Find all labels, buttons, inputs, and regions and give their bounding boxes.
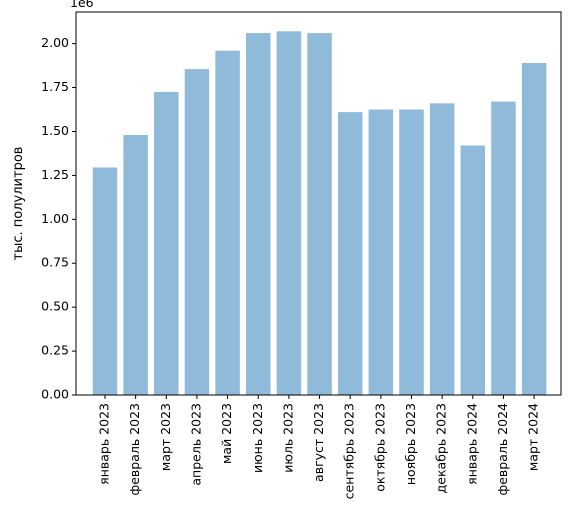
y-axis-label: тыс. полулитров xyxy=(11,147,26,261)
x-tick-label: апрель 2023 xyxy=(188,403,203,486)
bar xyxy=(123,134,148,396)
bar xyxy=(429,103,455,396)
bar xyxy=(276,31,302,396)
x-tick-label: март 2023 xyxy=(158,403,173,471)
x-tick-label: январь 2024 xyxy=(464,403,479,485)
x-tick-label: ноябрь 2023 xyxy=(403,403,418,485)
bar xyxy=(460,145,486,395)
plot-frame xyxy=(75,11,562,396)
bar xyxy=(154,91,179,395)
bar xyxy=(215,50,240,396)
bar xyxy=(184,69,210,395)
bar xyxy=(521,62,547,395)
bars-group xyxy=(92,31,547,396)
x-tick-label: июнь 2023 xyxy=(250,403,265,473)
y-axis-offset-label: 1e6 xyxy=(70,0,94,10)
y-tick-label: 1.50 xyxy=(41,123,69,138)
y-tick-label: 2.00 xyxy=(41,35,69,50)
x-tick-label: май 2023 xyxy=(219,403,234,464)
x-tick-label: март 2024 xyxy=(526,403,541,471)
y-tick-label: 0.25 xyxy=(41,343,69,358)
y-tick-label: 1.00 xyxy=(41,211,69,226)
y-tick-label: 0.75 xyxy=(41,255,69,270)
x-tick-label: февраль 2023 xyxy=(127,403,142,495)
x-tick-label: декабрь 2023 xyxy=(434,403,449,493)
x-tick-label: февраль 2024 xyxy=(495,403,510,496)
bar xyxy=(307,33,332,395)
y-axis: 0.00 0.25 0.50 0.75 1.00 1.25 1.50 1.75 2.00 xyxy=(41,35,76,402)
bar xyxy=(337,112,363,395)
x-tick-label: август 2023 xyxy=(311,403,326,482)
bar xyxy=(399,109,424,395)
x-tick-label: октябрь 2023 xyxy=(372,403,387,492)
bar xyxy=(246,33,271,395)
x-tick-label: сентябрь 2023 xyxy=(342,403,357,499)
x-tick-label: июль 2023 xyxy=(280,403,295,473)
bar xyxy=(92,167,118,395)
bar xyxy=(368,109,394,395)
bar xyxy=(491,101,516,395)
y-tick-label: 1.75 xyxy=(41,79,69,94)
x-tick-label: январь 2023 xyxy=(97,403,112,485)
y-tick-label: 0.00 xyxy=(41,387,69,402)
x-axis: январь 2023 февраль 2023 март 2023 апрель 2… xyxy=(97,395,541,499)
y-tick-label: 0.50 xyxy=(41,299,69,314)
y-tick-label: 1.25 xyxy=(41,167,69,182)
